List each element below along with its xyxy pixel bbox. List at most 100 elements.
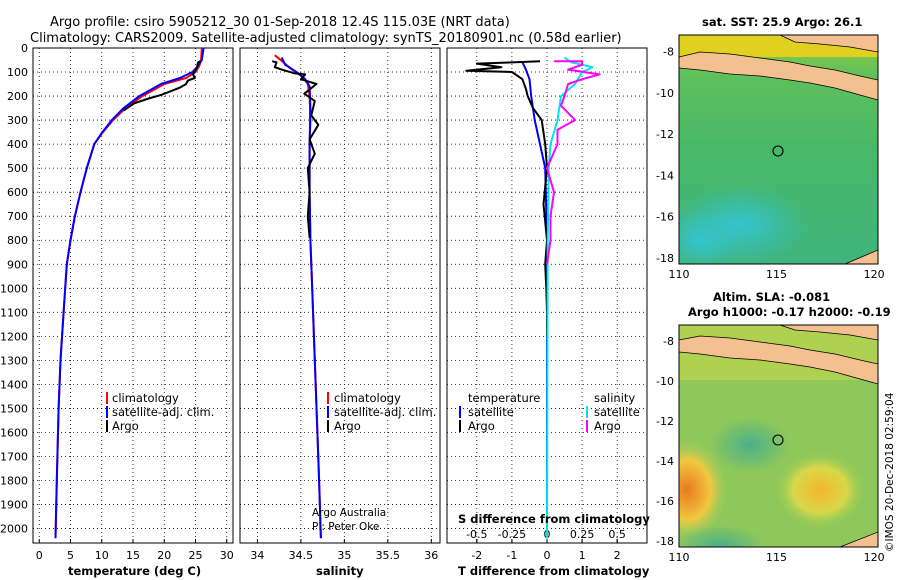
map-y-tick-label: -18 — [656, 252, 674, 265]
legend-salinity-heading: salinity — [594, 391, 635, 405]
x-tick-label: 36 — [424, 549, 438, 562]
depth-tick-label: 300 — [7, 114, 28, 127]
x-tick-label: 34 — [250, 549, 264, 562]
credit-line2: PI: Peter Oke — [312, 521, 379, 533]
depth-tick-label: 800 — [7, 234, 28, 247]
map-sst-land-south — [844, 249, 878, 264]
legend-climatology-label-2: climatology — [334, 391, 401, 405]
depth-tick-label: 500 — [7, 162, 28, 175]
series-line — [465, 60, 548, 337]
map-y-tick-label: -18 — [656, 535, 674, 548]
temperature-axis-label: temperature (deg C) — [68, 564, 201, 578]
depth-tick-label: 900 — [7, 258, 28, 271]
map-sla: Altim. SLA: -0.081 Argo h1000: -0.17 h20… — [656, 290, 891, 564]
legend-s-satellite-label: satellite — [594, 405, 640, 419]
series-line — [54, 47, 203, 539]
series-line — [546, 56, 594, 539]
x-tick-label: 35.5 — [376, 549, 401, 562]
map-y-tick-label: -8 — [663, 46, 674, 59]
x-tick-label: 1 — [579, 549, 586, 562]
map-sla-axis-ticks: 110 115 120 -8 -10 -12 -14 -16 -18 — [656, 335, 885, 564]
map-sla-title1: Altim. SLA: -0.081 — [713, 290, 830, 304]
map-sla-teal-south — [679, 525, 765, 547]
map-y-tick-label: -16 — [656, 495, 674, 508]
t-difference-axis-ticks: -2 -1 0 1 2 — [471, 539, 621, 562]
salinity-axis-label: salinity — [316, 564, 364, 578]
depth-tick-label: 1600 — [0, 426, 28, 439]
map-sla-high-west — [679, 440, 727, 540]
map-sla-float-marker — [772, 434, 784, 446]
depth-tick-label: 1900 — [0, 499, 28, 512]
difference-series — [465, 56, 601, 539]
depth-tick-label: 0 — [21, 42, 28, 55]
depth-tick-label: 100 — [7, 66, 28, 79]
map-sst-cool-patch-2 — [679, 210, 740, 264]
x-tick-label: -2 — [471, 549, 482, 562]
map-sla-title2: Argo h1000: -0.17 h2000: -0.19 — [688, 305, 891, 319]
map-sla-land-south — [839, 531, 878, 547]
map-y-tick-label: -16 — [656, 211, 674, 224]
map-x-tick-label: 120 — [864, 551, 885, 564]
depth-tick-label: 600 — [7, 186, 28, 199]
depth-tick-label: 700 — [7, 210, 28, 223]
s-difference-label: S difference from climatology — [458, 512, 650, 526]
salinity-series — [271, 54, 322, 539]
panel-difference: -2 -1 0 1 2 -0.5 -0.25 0 0.25 0.5 S difference f… — [446, 47, 650, 578]
legend-climatology-label: climatology — [112, 391, 179, 405]
x-tick-label: 20 — [157, 549, 171, 562]
depth-tick-label: 2000 — [0, 523, 28, 536]
x-tick-label: -0.5 — [466, 528, 487, 541]
map-y-tick-label: -10 — [656, 87, 674, 100]
panel-salinity-frame — [239, 47, 441, 544]
title-line1: Argo profile: csiro 5905212_30 01-Sep-20… — [50, 15, 510, 30]
salinity-axis-ticks: 34 34.5 35 35.5 36 — [250, 539, 438, 562]
map-y-tick-label: -14 — [656, 169, 674, 182]
map-sst-float-marker — [772, 145, 784, 157]
map-sst-land-north — [779, 35, 878, 53]
x-tick-label: 5 — [67, 549, 74, 562]
map-sst-axis-ticks: 110 115 120 -8 -10 -12 -14 -16 -18 — [656, 46, 885, 281]
s-difference-axis-ticks: -0.5 -0.25 0 0.25 0.5 — [466, 528, 626, 543]
map-sst-title: sat. SST: 25.9 Argo: 26.1 — [702, 15, 862, 29]
map-x-tick-label: 115 — [766, 268, 787, 281]
x-tick-label: 15 — [126, 549, 140, 562]
depth-axis-ticks: 0 100 200 300 400 500 600 700 800 900 1000 1100 1200… — [0, 42, 28, 536]
temperature-axis-ticks: 0 5 10 15 20 25 30 — [36, 539, 234, 562]
depth-tick-label: 1200 — [0, 330, 28, 343]
map-x-tick-label: 110 — [669, 268, 690, 281]
x-tick-label: 34.5 — [289, 549, 314, 562]
x-tick-label: 0.5 — [608, 528, 626, 541]
map-y-tick-label: -12 — [656, 415, 674, 428]
legend-temperature: climatology satellite-adj. clim. Argo — [106, 391, 214, 433]
legend-argo-label-2: Argo — [334, 419, 361, 433]
depth-tick-label: 1300 — [0, 354, 28, 367]
map-sla-land — [679, 335, 878, 385]
legend-satellite-label: satellite-adj. clim. — [112, 405, 214, 419]
x-tick-label: 10 — [95, 549, 109, 562]
map-y-tick-label: -12 — [656, 128, 674, 141]
timestamp: ©IMOS 20-Dec-2018 02:59:04 — [884, 392, 896, 552]
depth-tick-label: 1500 — [0, 402, 28, 415]
series-line — [54, 47, 205, 539]
depth-tick-label: 1100 — [0, 306, 28, 319]
depth-tick-label: 1000 — [0, 282, 28, 295]
x-tick-label: 0 — [544, 549, 551, 562]
map-x-tick-label: 115 — [766, 551, 787, 564]
map-y-tick-label: -10 — [656, 375, 674, 388]
legend-temperature-heading: temperature — [468, 391, 540, 405]
temperature-series — [54, 47, 205, 539]
x-tick-label: 25 — [189, 549, 203, 562]
x-tick-label: -0.25 — [498, 528, 526, 541]
map-sst-land — [679, 51, 878, 101]
legend-t-argo-label: Argo — [468, 419, 495, 433]
panel-salinity-gridlines — [240, 47, 440, 543]
map-y-tick-label: -14 — [656, 455, 674, 468]
series-line — [123, 60, 201, 112]
depth-tick-label: 1800 — [0, 475, 28, 488]
series-line — [546, 60, 601, 265]
legend-s-argo-label: Argo — [594, 419, 621, 433]
panel-temperature: 0100200300400500600700800900100011001200… — [0, 42, 234, 578]
depth-tick-label: 1700 — [0, 450, 28, 463]
map-y-tick-label: -8 — [663, 335, 674, 348]
